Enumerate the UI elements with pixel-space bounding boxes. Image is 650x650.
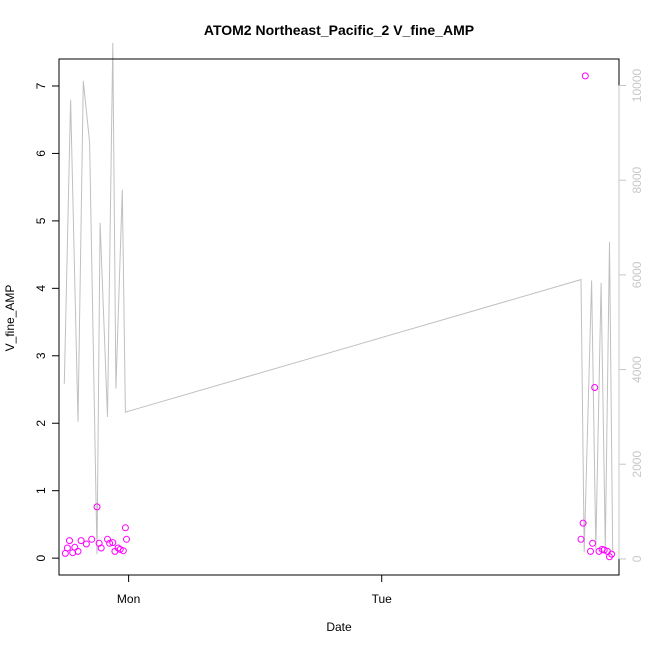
- x-tick-label: Mon: [117, 592, 140, 606]
- scatter-point: [97, 544, 105, 552]
- scatter-point: [579, 519, 587, 527]
- scatter-point: [77, 537, 85, 545]
- scatter-point: [608, 550, 616, 558]
- series-line: [63, 42, 614, 555]
- scatter-point: [577, 535, 585, 543]
- y-tick-label: 7: [34, 82, 48, 89]
- plot-area: 0 1 2 3 4 5 6 7 0 2000 4000 6000 8000 10000 Mon Tue: [34, 42, 644, 606]
- scatter-point: [109, 539, 117, 547]
- y-tick-label: 0: [34, 554, 48, 561]
- y-tick-label: 2: [34, 420, 48, 427]
- scatter-point: [121, 524, 129, 532]
- scatter-point: [66, 537, 73, 545]
- y2-tick-label: 6000: [630, 261, 644, 288]
- y2-tick-label: 0: [630, 555, 644, 562]
- scatter-point: [88, 535, 96, 543]
- y2-tick-label: 10000: [630, 69, 644, 103]
- y2-tick-label: 4000: [630, 356, 644, 383]
- x-axis-label: Date: [326, 620, 352, 634]
- y-tick-label: 5: [34, 217, 48, 224]
- y-tick-label: 6: [34, 150, 48, 157]
- scatter-point: [116, 545, 124, 553]
- scatter-point: [589, 539, 597, 547]
- scatter-point: [591, 384, 599, 391]
- scatter-point: [119, 547, 127, 555]
- y-tick-label: 1: [34, 487, 48, 494]
- scatter-point: [82, 540, 90, 548]
- y-axis-label: V_fine_AMP: [3, 285, 17, 352]
- chart-title: ATOM2 Northeast_Pacific_2 V_fine_AMP: [204, 22, 474, 38]
- y2-tick-label: 8000: [630, 167, 644, 194]
- x-tick-label: Tue: [372, 592, 393, 606]
- y2-tick-label: 2000: [630, 451, 644, 478]
- scatter-point: [93, 503, 101, 511]
- scatter-point: [600, 546, 608, 554]
- scatter-point: [106, 539, 114, 547]
- scatter-point: [587, 547, 594, 555]
- y-tick-label: 3: [34, 352, 48, 359]
- scatter-point: [104, 535, 111, 543]
- y-tick-label: 4: [34, 285, 48, 292]
- scatter-point: [581, 72, 589, 80]
- scatter-point: [63, 544, 71, 552]
- scatter-point: [123, 535, 130, 543]
- scatter-point: [74, 547, 82, 555]
